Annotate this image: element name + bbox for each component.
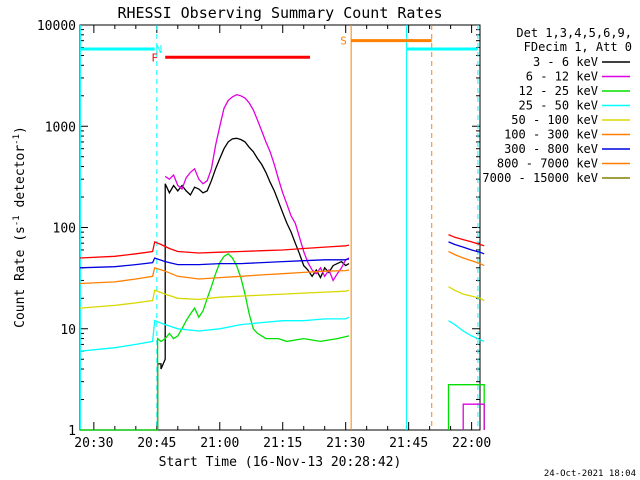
post-gap-series-line xyxy=(448,286,485,302)
legend-header-line2: FDecim 1, Att 0 xyxy=(524,40,632,54)
post-gap-series-line xyxy=(448,320,485,343)
series-line xyxy=(79,266,350,285)
flag-label: N xyxy=(156,43,163,56)
x-tick-label: 20:45 xyxy=(137,436,176,451)
flag-label: F xyxy=(151,51,158,64)
generation-timestamp: 24-Oct-2021 18:04 xyxy=(544,469,636,479)
y-tick-label: 1000 xyxy=(45,120,76,135)
legend-label: 7000 - 15000 keV xyxy=(482,171,598,185)
legend-label: 100 - 300 keV xyxy=(504,128,598,142)
y-tick-label: 1 xyxy=(68,424,76,439)
plot-area: 1 10 100 1000 10000 20:30 20:45 21:00 21:15 21:30… xyxy=(37,19,491,451)
legend-label: 6 - 12 keV xyxy=(526,70,598,84)
series-line xyxy=(79,241,350,259)
series-line xyxy=(80,137,350,431)
y-axis-label-end: ) xyxy=(13,126,28,134)
plot-frame xyxy=(79,24,481,431)
y-axis-label-sup1: -1 xyxy=(12,215,22,226)
x-tick-label: 21:45 xyxy=(389,436,428,451)
post-gap-series-line xyxy=(448,234,485,247)
chart-title: RHESSI Observing Summary Count Rates xyxy=(117,4,442,22)
series-line xyxy=(80,252,350,431)
post-gap-series-line xyxy=(462,403,485,430)
x-tick-label: 21:00 xyxy=(200,436,239,451)
legend-label: 3 - 6 keV xyxy=(533,55,598,69)
x-tick-label: 21:15 xyxy=(263,436,302,451)
y-tick-label: 10 xyxy=(60,323,76,338)
post-gap-series-line xyxy=(448,250,485,267)
legend: Det 1,3,4,5,6,9, FDecim 1, Att 0 3 - 6 k… xyxy=(482,26,632,185)
y-tick-label: 100 xyxy=(53,222,76,237)
legend-label: 800 - 7000 keV xyxy=(497,157,598,171)
y-axis-label-sup2: -1 xyxy=(12,134,22,145)
flag-label: S xyxy=(340,35,347,48)
x-tick-label: 22:00 xyxy=(452,436,491,451)
series-line xyxy=(79,316,350,352)
legend-label: 50 - 100 keV xyxy=(511,113,598,127)
legend-label: 25 - 50 keV xyxy=(519,99,598,113)
series-line xyxy=(164,94,350,282)
x-tick-label: 21:30 xyxy=(326,436,365,451)
post-gap-series-line xyxy=(447,384,485,430)
x-tick-label: 20:30 xyxy=(74,436,113,451)
post-gap-series-line xyxy=(448,241,485,255)
series-line xyxy=(79,289,350,309)
x-axis-label: Start Time (16-Nov-13 20:28:42) xyxy=(159,455,402,470)
legend-label: 300 - 800 keV xyxy=(504,142,598,156)
y-tick-label: 10000 xyxy=(37,19,76,34)
series-line xyxy=(79,257,350,269)
y-axis-label: Count Rate (s-1 detector-1) xyxy=(12,126,28,328)
y-axis-label-mid: detector xyxy=(13,145,28,216)
y-axis-label-main: Count Rate (s xyxy=(13,226,28,328)
legend-header-line1: Det 1,3,4,5,6,9, xyxy=(516,26,632,40)
legend-label: 12 - 25 keV xyxy=(519,84,598,98)
